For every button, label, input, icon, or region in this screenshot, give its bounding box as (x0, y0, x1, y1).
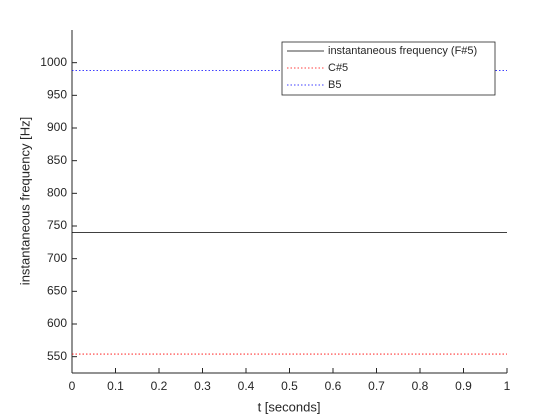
legend-label: C#5 (328, 62, 348, 74)
y-tick-label: 550 (47, 349, 67, 363)
x-tick-label: 1 (504, 379, 511, 393)
y-tick-label: 700 (47, 251, 67, 265)
y-tick-label: 950 (47, 88, 67, 102)
x-tick-label: 0.9 (455, 379, 472, 393)
legend-label: instantaneous frequency (F#5) (328, 45, 477, 57)
x-axis-label: t [seconds] (258, 399, 321, 414)
y-tick-label: 1000 (40, 55, 67, 69)
x-tick-label: 0.2 (151, 379, 168, 393)
x-tick-label: 0.5 (281, 379, 298, 393)
y-axis-label: instantaneous frequency [Hz] (17, 117, 32, 285)
y-tick-label: 850 (47, 153, 67, 167)
x-tick-label: 0.6 (325, 379, 342, 393)
x-tick-label: 0.8 (412, 379, 429, 393)
x-tick-label: 0.7 (368, 379, 385, 393)
x-tick-label: 0.1 (107, 379, 124, 393)
x-tick-label: 0.3 (194, 379, 211, 393)
y-tick-label: 650 (47, 284, 67, 298)
y-tick-label: 750 (47, 218, 67, 232)
legend-label: B5 (328, 79, 341, 91)
y-tick-label: 800 (47, 186, 67, 200)
x-tick-label: 0.4 (238, 379, 255, 393)
y-tick-label: 600 (47, 316, 67, 330)
y-tick-label: 900 (47, 120, 67, 134)
x-tick-label: 0 (69, 379, 76, 393)
